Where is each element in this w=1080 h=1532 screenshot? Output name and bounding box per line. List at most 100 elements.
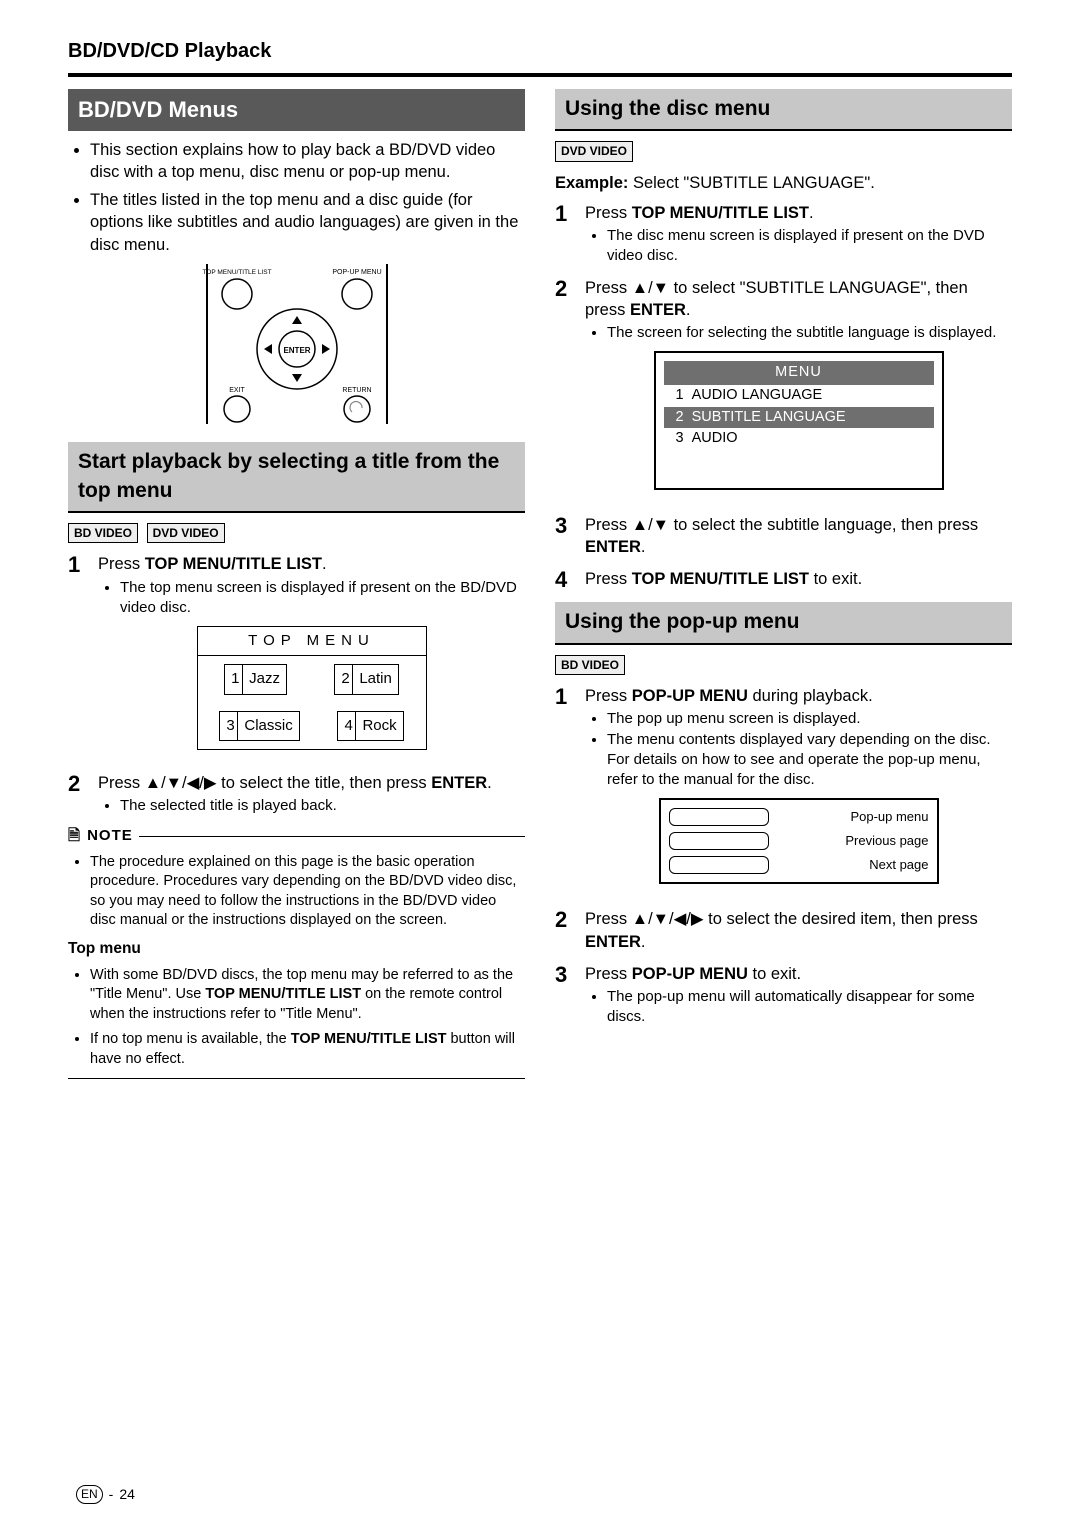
t: SUBTITLE LANGUAGE — [692, 409, 846, 425]
step: 2 Press ▲/▼/◀/▶ to select the title, the… — [68, 772, 525, 817]
dash: - — [109, 1485, 114, 1504]
step-number: 1 — [555, 202, 585, 267]
step: 2 Press ▲/▼/◀/▶ to select the desired it… — [555, 908, 1012, 953]
cell-n: 4 — [338, 712, 356, 740]
badge-dvd-video: DVD VIDEO — [147, 523, 225, 543]
step-body: Press POP-UP MENU during playback. The p… — [585, 685, 1012, 898]
remote-figure: ENTER TOP MENU/TITLE LIST POP-UP MENU EX… — [68, 264, 525, 430]
popup-label: Pop-up menu — [775, 808, 929, 826]
intro-bullet: This section explains how to play back a… — [90, 139, 525, 184]
step-number: 2 — [555, 277, 585, 504]
t: If no top menu is available, the — [90, 1031, 291, 1047]
t: to exit. — [809, 570, 862, 588]
t: TOP MENU/TITLE LIST — [205, 986, 361, 1002]
t: ENTER — [585, 538, 641, 556]
popup-label: Previous page — [775, 832, 929, 850]
t: . — [487, 774, 492, 792]
arrows-icon: ▲/▼/◀/▶ — [632, 910, 704, 928]
t: POP-UP MENU — [632, 965, 748, 983]
svg-text:EXIT: EXIT — [229, 387, 245, 394]
step-body: Press TOP MENU/TITLE LIST to exit. — [585, 568, 1012, 592]
menu-title: MENU — [664, 361, 934, 385]
substep: The disc menu screen is displayed if pre… — [607, 226, 1012, 267]
menu-row: 3 AUDIO — [664, 428, 934, 450]
t: Press — [585, 204, 632, 222]
t: Press — [585, 570, 632, 588]
top-menu-box: TOP MENU 1Jazz 2Latin 3Classic 4Rock — [197, 626, 427, 750]
step: 3 Press ▲/▼ to select the subtitle langu… — [555, 514, 1012, 559]
t: POP-UP MENU — [632, 687, 748, 705]
rule — [139, 836, 525, 837]
pagenum: 24 — [119, 1485, 135, 1504]
t: Press — [98, 555, 145, 573]
steps-popup: 1 Press POP-UP MENU during playback. The… — [555, 685, 1012, 1028]
step-number: 2 — [555, 908, 585, 953]
example-line: Example: Select "SUBTITLE LANGUAGE". — [555, 172, 1012, 194]
t: TOP MENU/TITLE LIST — [632, 570, 809, 588]
heading-bd-dvd-menus: BD/DVD Menus — [68, 89, 525, 131]
popup-button — [669, 808, 769, 826]
t: Press — [98, 774, 145, 792]
intro-bullets: This section explains how to play back a… — [68, 139, 525, 256]
intro-bullet: The titles listed in the top menu and a … — [90, 189, 525, 256]
t: ENTER — [431, 774, 487, 792]
t: TOP MENU/TITLE LIST — [632, 204, 809, 222]
t: during playback. — [748, 687, 873, 705]
cell-t: Rock — [356, 712, 402, 740]
badge-bd-video: BD VIDEO — [68, 523, 138, 543]
t: to select the desired item, then press — [704, 910, 978, 928]
step-body: Press TOP MENU/TITLE LIST. The top menu … — [98, 553, 525, 762]
t: Select "SUBTITLE LANGUAGE". — [628, 174, 874, 192]
step-number: 1 — [68, 553, 98, 762]
t: to select the title, then press — [217, 774, 432, 792]
svg-text:POP-UP MENU: POP-UP MENU — [332, 269, 381, 276]
t: . — [809, 204, 814, 222]
cell-n: 3 — [220, 712, 238, 740]
topmenu-subhead: Top menu — [68, 939, 525, 960]
t: . — [641, 933, 646, 951]
svg-text:ENTER: ENTER — [283, 346, 310, 355]
rule — [68, 1078, 525, 1079]
bullet: If no top menu is available, the TOP MEN… — [90, 1030, 525, 1069]
step: 3 Press POP-UP MENU to exit. The pop-up … — [555, 963, 1012, 1028]
lang-badge: EN — [76, 1485, 103, 1503]
step: 1 Press TOP MENU/TITLE LIST. The disc me… — [555, 202, 1012, 267]
cell-n: 2 — [335, 665, 353, 693]
bullet: With some BD/DVD discs, the top menu may… — [90, 966, 525, 1025]
step: 4 Press TOP MENU/TITLE LIST to exit. — [555, 568, 1012, 592]
n: 2 — [676, 409, 684, 425]
svg-text:TOP MENU/TITLE LIST: TOP MENU/TITLE LIST — [202, 269, 271, 276]
step-body: Press ▲/▼ to select "SUBTITLE LANGUAGE",… — [585, 277, 1012, 504]
cell-t: Classic — [238, 712, 298, 740]
heading-start-playback: Start playback by selecting a title from… — [68, 442, 525, 513]
arrows-icon: ▲/▼/◀/▶ — [145, 774, 217, 792]
substep: The selected title is played back. — [120, 796, 525, 816]
cell-n: 1 — [225, 665, 243, 693]
t: ENTER — [585, 933, 641, 951]
popup-card: Pop-up menu Previous page Next page — [659, 798, 939, 884]
step: 1 Press POP-UP MENU during playback. The… — [555, 685, 1012, 898]
t: to select the subtitle language, then pr… — [669, 516, 978, 534]
step: 1 Press TOP MENU/TITLE LIST. The top men… — [68, 553, 525, 762]
t: . — [641, 538, 646, 556]
substep: The menu contents displayed vary dependi… — [607, 730, 1012, 791]
step-body: Press POP-UP MENU to exit. The pop-up me… — [585, 963, 1012, 1028]
t: Press — [585, 965, 632, 983]
badge-dvd-video: DVD VIDEO — [555, 141, 633, 161]
t: Press — [585, 687, 632, 705]
note-bullet: The procedure explained on this page is … — [90, 853, 525, 931]
t: TOP MENU/TITLE LIST — [145, 555, 322, 573]
t: TOP MENU/TITLE LIST — [291, 1031, 447, 1047]
step-body: Press ▲/▼ to select the subtitle languag… — [585, 514, 1012, 559]
step: 2 Press ▲/▼ to select "SUBTITLE LANGUAGE… — [555, 277, 1012, 504]
top-menu-title: TOP MENU — [198, 627, 426, 656]
menu-card: MENU 1 AUDIO LANGUAGE 2 SUBTITLE LANGUAG… — [654, 351, 944, 489]
t: . — [686, 301, 691, 319]
heading-popup: Using the pop-up menu — [555, 602, 1012, 644]
arrows-icon: ▲/▼ — [632, 516, 669, 534]
step-number: 3 — [555, 963, 585, 1028]
note-icon: 🗎 — [68, 826, 81, 846]
note-heading: 🗎 NOTE — [68, 826, 525, 846]
popup-button — [669, 832, 769, 850]
menu-row-selected: 2 SUBTITLE LANGUAGE — [664, 407, 934, 429]
